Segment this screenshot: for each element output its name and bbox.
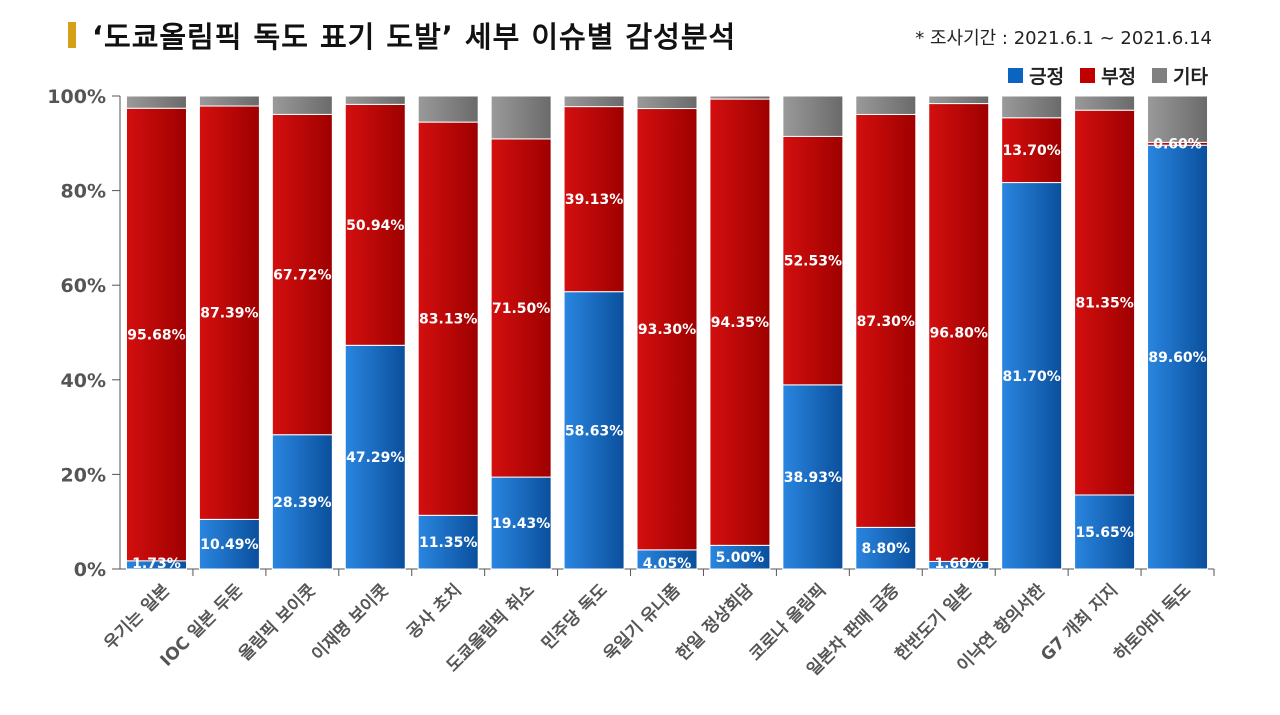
y-tick-label: 80% xyxy=(61,181,106,203)
data-label-positive: 1.60% xyxy=(934,556,983,572)
data-label-negative: 71.50% xyxy=(492,301,550,317)
bar-other xyxy=(490,95,552,140)
data-label-negative: 96.80% xyxy=(930,326,988,342)
bar-negative xyxy=(490,138,552,478)
data-label-positive: 5.00% xyxy=(716,550,765,566)
data-label-negative: 39.13% xyxy=(565,192,623,208)
title-marker xyxy=(68,22,76,48)
x-category-label: 하토야마 독도 xyxy=(1110,580,1195,665)
bar-negative xyxy=(1001,117,1063,184)
data-label-negative: 87.39% xyxy=(200,306,258,322)
bar-positive xyxy=(563,291,625,570)
bar-negative xyxy=(417,121,479,516)
legend-item-negative: 부정 xyxy=(1080,62,1136,89)
bar-other xyxy=(1074,95,1136,111)
bar-negative xyxy=(709,98,771,546)
bar-other xyxy=(709,95,771,100)
bar-other xyxy=(417,95,479,123)
legend-label-negative: 부정 xyxy=(1101,66,1137,88)
bar-negative xyxy=(855,113,917,528)
bar-other xyxy=(198,95,260,107)
data-label-negative: 95.68% xyxy=(127,328,185,344)
data-label-negative: 93.30% xyxy=(638,322,696,338)
data-label-positive: 15.65% xyxy=(1075,525,1133,541)
data-label-positive: 8.80% xyxy=(862,541,911,557)
data-label-positive: 11.35% xyxy=(419,535,477,551)
bar-other xyxy=(928,95,990,105)
data-label-negative: 67.72% xyxy=(273,268,331,284)
y-tick-label: 60% xyxy=(61,275,106,297)
data-label-positive: 58.63% xyxy=(565,423,623,439)
y-tick-label: 40% xyxy=(61,370,106,392)
data-label-negative: 87.30% xyxy=(857,314,915,330)
bar-negative xyxy=(563,106,625,293)
x-category-label: 공사 초치 xyxy=(403,580,466,643)
bar-other xyxy=(563,95,625,108)
bar-negative xyxy=(636,108,698,551)
bar-other xyxy=(125,95,187,109)
legend-label-other: 기타 xyxy=(1173,66,1208,88)
bar-positive xyxy=(344,344,406,570)
x-category-label: 이재명 보이콧 xyxy=(308,580,393,665)
data-label-positive: 38.93% xyxy=(784,470,842,486)
legend-swatch-other xyxy=(1152,68,1168,83)
x-category-label: 민주당 독도 xyxy=(538,580,612,654)
bar-positive xyxy=(198,518,260,570)
data-label-negative: 50.94% xyxy=(346,218,404,234)
x-category-label: 욱일기 유니폼 xyxy=(600,580,685,665)
data-label-negative: 0.60% xyxy=(1153,136,1202,152)
legend-swatch-positive xyxy=(1008,68,1024,83)
data-label-positive: 10.49% xyxy=(200,537,258,553)
bar-positive xyxy=(490,476,552,570)
bar-other xyxy=(1147,95,1209,143)
bar-negative xyxy=(271,113,333,436)
bar-other xyxy=(782,95,844,137)
bar-negative xyxy=(928,103,990,562)
y-tick-label: 0% xyxy=(74,559,106,581)
data-label-negative: 13.70% xyxy=(1003,143,1061,159)
legend-label-positive: 긍정 xyxy=(1029,66,1065,88)
bar-positive xyxy=(1147,144,1209,570)
data-label-negative: 52.53% xyxy=(784,254,842,270)
data-label-positive: 89.60% xyxy=(1148,350,1206,366)
data-label-negative: 83.13% xyxy=(419,312,477,328)
data-label-positive: 81.70% xyxy=(1003,369,1061,385)
y-tick-label: 100% xyxy=(47,86,106,108)
data-label-negative: 94.35% xyxy=(711,315,769,331)
bar-other xyxy=(1001,95,1063,119)
bar-other xyxy=(271,95,333,115)
data-label-positive: 19.43% xyxy=(492,516,550,532)
bar-positive xyxy=(855,526,917,570)
bar-positive xyxy=(1001,182,1063,570)
legend-item-other: 기타 xyxy=(1152,62,1208,89)
y-tick-label: 20% xyxy=(61,464,106,486)
data-label-negative: 81.35% xyxy=(1075,296,1133,312)
bar-other xyxy=(855,95,917,115)
data-label-positive: 1.73% xyxy=(132,556,181,572)
bar-negative xyxy=(1074,109,1136,496)
x-category-label: 우기는 일본 xyxy=(100,580,174,654)
bar-other xyxy=(636,95,698,110)
legend: 긍정 부정 기타 xyxy=(1008,62,1208,89)
x-category-label: 한일 정상회담 xyxy=(673,580,758,665)
data-label-positive: 28.39% xyxy=(273,495,331,511)
survey-period: * 조사기간 : 2021.6.1 ~ 2021.6.14 xyxy=(915,28,1212,49)
data-label-positive: 4.05% xyxy=(643,556,692,572)
bar-negative xyxy=(125,107,187,562)
legend-item-positive: 긍정 xyxy=(1008,62,1064,89)
x-category-label: 올림픽 보이콧 xyxy=(235,580,320,665)
x-category-label: G7 개최 지지 xyxy=(1037,580,1122,665)
bar-other xyxy=(344,95,406,105)
chart-title: ‘도쿄올림픽 독도 표기 도발’ 세부 이슈별 감성분석 xyxy=(92,20,737,54)
bar-negative xyxy=(782,135,844,386)
data-label-positive: 47.29% xyxy=(346,450,404,466)
legend-swatch-negative xyxy=(1080,68,1096,83)
